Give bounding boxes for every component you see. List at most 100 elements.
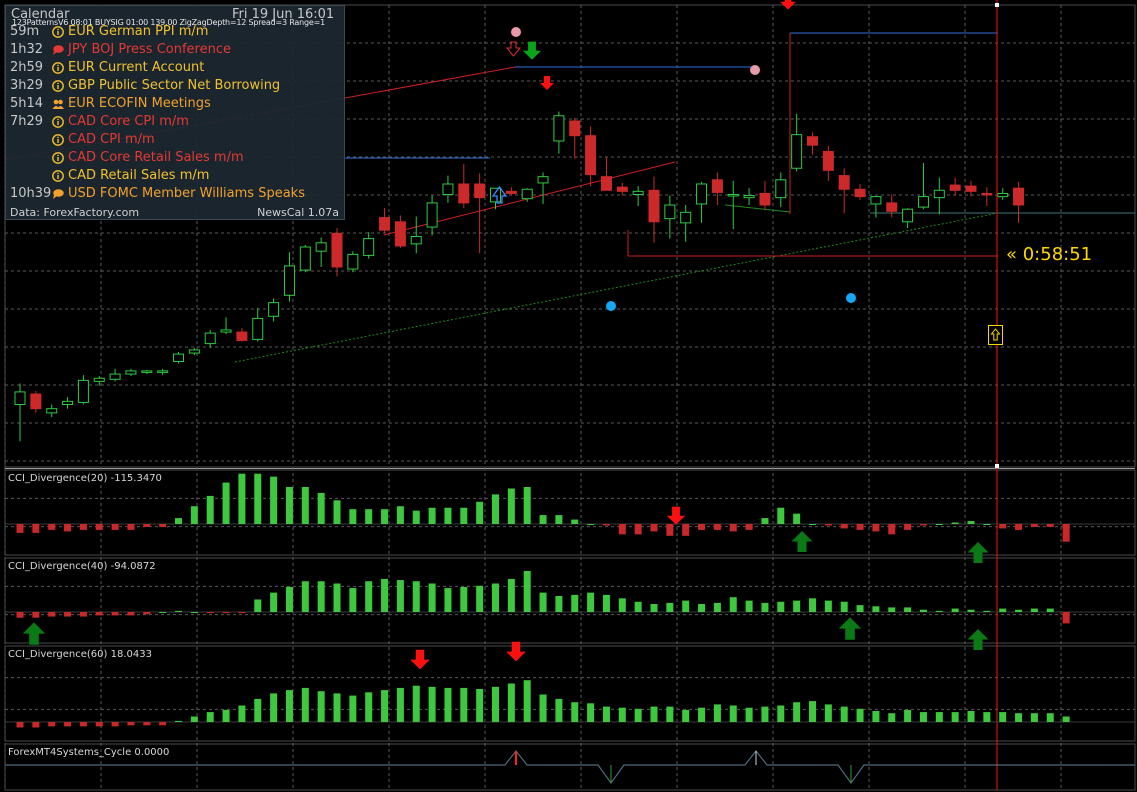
cci-histogram-bar bbox=[618, 707, 626, 722]
cci-histogram-bar bbox=[793, 702, 801, 722]
candle-body bbox=[822, 150, 834, 171]
time-line-handle[interactable] bbox=[995, 464, 999, 468]
cci-histogram-bar bbox=[365, 581, 373, 612]
up-arrow-icon bbox=[967, 542, 989, 563]
event-time: 1h32 bbox=[10, 42, 44, 57]
event-title: EUR German PPI m/m bbox=[68, 24, 209, 39]
cci-histogram-bar bbox=[856, 605, 864, 612]
up-arrow-icon bbox=[791, 531, 813, 552]
cci-histogram-bar bbox=[190, 506, 198, 524]
cci-histogram-bar bbox=[713, 524, 721, 530]
info-icon bbox=[52, 80, 64, 92]
candle-body bbox=[696, 183, 708, 205]
candle-body bbox=[30, 393, 42, 410]
cycle-line bbox=[5, 750, 1135, 785]
up-arrow-icon bbox=[967, 629, 989, 650]
cci-histogram-bar bbox=[761, 706, 769, 722]
time-line-handle[interactable] bbox=[995, 3, 999, 7]
cci-histogram-bar bbox=[793, 513, 801, 524]
cci-histogram-bar bbox=[935, 524, 943, 525]
calendar-version: NewsCal 1.07a bbox=[257, 206, 339, 219]
cci-histogram-bar bbox=[951, 608, 959, 612]
cci-histogram-bar bbox=[444, 588, 452, 612]
cci-histogram-bar bbox=[333, 693, 341, 722]
candle-body bbox=[363, 238, 375, 256]
cci-histogram-bar bbox=[539, 592, 547, 612]
candle-body bbox=[632, 190, 644, 196]
cci-histogram-bar bbox=[1015, 524, 1023, 530]
cci-histogram-bar bbox=[983, 712, 991, 722]
candle-body bbox=[410, 236, 422, 245]
cci-histogram-bar bbox=[190, 612, 198, 613]
pivot-dot bbox=[750, 65, 760, 75]
cci-histogram-bar bbox=[159, 722, 167, 726]
cci-histogram-bar bbox=[999, 608, 1007, 612]
cci-histogram-bar bbox=[587, 703, 595, 722]
cci-histogram-bar bbox=[444, 507, 452, 524]
cci-histogram-bar bbox=[476, 501, 484, 524]
cci-histogram-bar bbox=[1015, 713, 1023, 722]
cci-histogram-bar bbox=[159, 524, 167, 527]
cci-histogram-bar bbox=[935, 712, 943, 722]
cci-histogram-bar bbox=[317, 691, 325, 722]
cci-histogram-bar bbox=[143, 722, 151, 726]
cci-histogram-bar bbox=[904, 607, 912, 612]
candle-body bbox=[949, 184, 961, 191]
cci-histogram-bar bbox=[824, 524, 832, 526]
down-arrow-icon bbox=[410, 649, 430, 670]
candle-body bbox=[93, 377, 105, 382]
event-title: CAD Core CPI m/m bbox=[68, 114, 189, 129]
cci-histogram-bar bbox=[904, 709, 912, 722]
candle-body bbox=[680, 211, 692, 224]
candle-body bbox=[569, 120, 581, 137]
cci-histogram-bar bbox=[777, 705, 785, 722]
cci-histogram-bar bbox=[16, 612, 24, 618]
cci-histogram-bar bbox=[222, 482, 230, 524]
cci-histogram-bar bbox=[872, 524, 880, 532]
cci-histogram-bar bbox=[666, 524, 674, 536]
cci-histogram-bar bbox=[824, 600, 832, 612]
cci-histogram-bar bbox=[539, 694, 547, 722]
cci-histogram-bar bbox=[634, 708, 642, 722]
info-icon bbox=[52, 134, 64, 146]
candle-body bbox=[426, 202, 438, 228]
cci-histogram-bar bbox=[650, 604, 658, 612]
cci-histogram-bar bbox=[729, 597, 737, 612]
cci-histogram-bar bbox=[444, 687, 452, 722]
cci-histogram-bar bbox=[143, 612, 151, 615]
candle-body bbox=[283, 265, 295, 296]
candle-body bbox=[902, 208, 914, 223]
cci-histogram-bar bbox=[919, 609, 927, 612]
trend-line-dotted-green bbox=[234, 212, 999, 363]
event-time: 10h39 bbox=[10, 186, 52, 201]
buy-signal-marker[interactable] bbox=[988, 325, 1003, 345]
cci-histogram-bar bbox=[571, 519, 579, 524]
cci-histogram-bar bbox=[48, 612, 56, 617]
cci-histogram-bar bbox=[1046, 713, 1054, 722]
cci-histogram-bar bbox=[175, 610, 182, 612]
cci-histogram-bar bbox=[64, 524, 72, 532]
cci-histogram-bar bbox=[79, 612, 87, 617]
info-icon bbox=[52, 152, 64, 164]
cci-histogram-bar bbox=[32, 612, 40, 618]
cci-histogram-bar bbox=[317, 492, 325, 524]
cci-histogram-bar bbox=[349, 695, 357, 722]
cci-histogram-bar bbox=[95, 722, 103, 727]
candle-body bbox=[315, 242, 327, 252]
cci-histogram-bar bbox=[111, 524, 119, 530]
cci-histogram-bar bbox=[967, 521, 975, 524]
candle-body bbox=[791, 134, 803, 169]
candle-body bbox=[616, 186, 628, 192]
down-arrow-icon bbox=[780, 0, 796, 10]
pivot-dot bbox=[511, 27, 521, 37]
event-time: 7h29 bbox=[10, 114, 44, 129]
cci-histogram-bar bbox=[127, 524, 135, 530]
cci-histogram-bar bbox=[555, 698, 563, 722]
info-icon bbox=[52, 170, 64, 182]
cci-histogram-bar bbox=[301, 687, 309, 722]
cci-histogram-bar bbox=[492, 686, 499, 722]
cci-histogram-bar bbox=[840, 524, 848, 529]
cci-histogram-bar bbox=[587, 592, 595, 612]
cci-histogram-bar bbox=[967, 609, 975, 612]
